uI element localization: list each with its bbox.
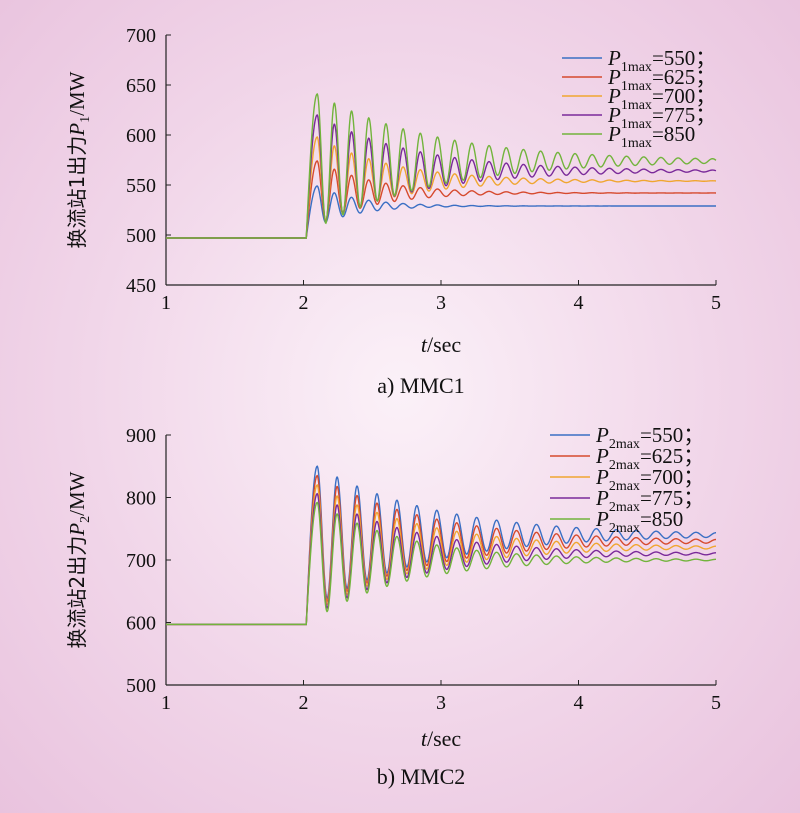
y-tick-label: 450 <box>126 275 156 297</box>
x-tick-label: 5 <box>711 692 721 714</box>
legend: P2max=550；P2max=625；P2max=700；P2max=775；… <box>550 423 704 536</box>
y-tick-label: 700 <box>126 25 156 47</box>
x-tick-label: 4 <box>574 292 584 314</box>
y-tick-label: 700 <box>126 550 156 572</box>
legend-entry: P2max=625； <box>595 444 704 473</box>
x-tick-label: 3 <box>436 292 446 314</box>
legend: P1max=550；P1max=625；P1max=700；P1max=775；… <box>562 46 716 151</box>
legend-entry: P1max=850 <box>607 122 695 151</box>
y-tick-label: 800 <box>126 488 156 510</box>
panel-caption: a) MMC1 <box>377 373 464 398</box>
x-axis-label: t/sec <box>421 726 462 751</box>
panel-1: 1 2 3 4 5 450 500 550 600 650 700 P1max=550；P1max=6… <box>65 25 721 398</box>
x-tick-label: 1 <box>161 692 171 714</box>
legend-entry: P1max=775； <box>607 103 716 132</box>
x-tick-label: 2 <box>299 692 309 714</box>
x-tick-label: 4 <box>574 692 584 714</box>
legend-entry: P2max=775； <box>595 486 704 515</box>
y-tick-label: 900 <box>126 425 156 447</box>
x-tick-label: 3 <box>436 692 446 714</box>
legend-entry: P2max=850 <box>595 507 683 536</box>
x-tick-label: 5 <box>711 292 721 314</box>
y-tick-label: 600 <box>126 125 156 147</box>
panel-2: 1 2 3 4 5 500 600 700 800 900 P2max=550；P2max=625；… <box>65 423 721 789</box>
y-tick-label: 500 <box>126 675 156 697</box>
legend-entry: P1max=700； <box>607 84 716 113</box>
panel-caption: b) MMC2 <box>377 764 466 789</box>
series-line-5 <box>166 92 717 239</box>
legend-entry: P2max=700； <box>595 465 704 494</box>
y-tick-label: 500 <box>126 225 156 247</box>
legend-entry: P2max=550； <box>595 423 704 452</box>
legend-entry: P1max=625； <box>607 65 716 94</box>
y-axis-label: 换流站1出力P1/MW <box>65 71 93 248</box>
x-axis-label: t/sec <box>421 332 462 357</box>
x-tick-label: 1 <box>161 292 171 314</box>
y-tick-label: 650 <box>126 75 156 97</box>
y-tick-label: 550 <box>126 175 156 197</box>
x-tick-label: 2 <box>299 292 309 314</box>
legend-entry: P1max=550； <box>607 46 716 75</box>
y-tick-label: 600 <box>126 613 156 635</box>
y-axis-label: 换流站2出力P2/MW <box>65 471 93 648</box>
series-line-5 <box>166 501 716 626</box>
